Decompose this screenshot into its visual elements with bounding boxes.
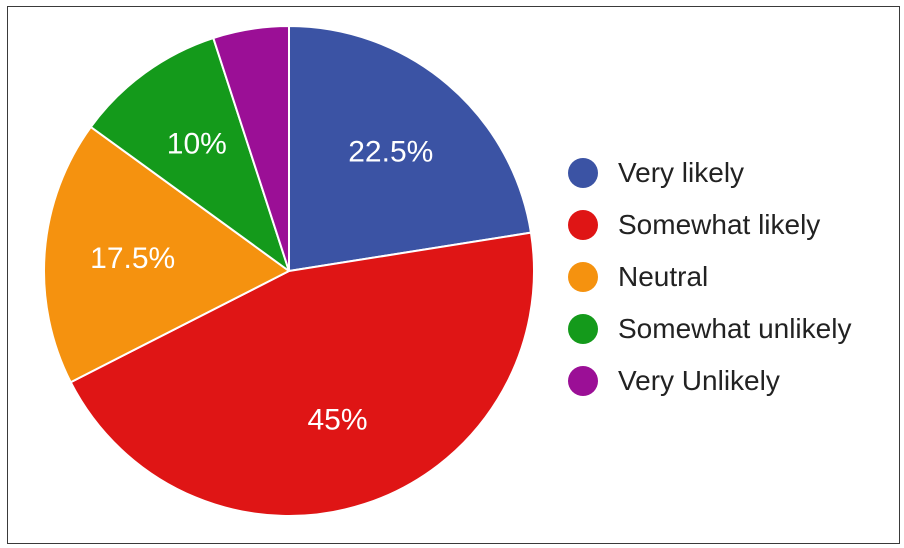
- legend-swatch-4: [568, 314, 598, 344]
- slice-label-4: 10%: [167, 128, 227, 161]
- pie-slice-3: [42, 125, 290, 384]
- legend-swatch-5: [568, 366, 598, 396]
- legend-swatch-3: [568, 262, 598, 292]
- legend-label-5: Very Unlikely: [618, 365, 780, 396]
- legend-item-1: Very likely: [568, 147, 851, 199]
- slice-label-3: 17.5%: [90, 242, 175, 275]
- slice-label-2: 45%: [307, 404, 367, 437]
- pie-slice-4: [89, 36, 290, 272]
- chart-legend: Very likely Somewhat likely Neutral Somewha…: [568, 147, 851, 407]
- legend-item-4: Somewhat unlikely: [568, 303, 851, 355]
- slice-label-1: 22.5%: [348, 135, 433, 168]
- legend-label-1: Very likely: [618, 157, 745, 188]
- pie-slice-1: [288, 25, 532, 272]
- legend-swatch-2: [568, 210, 598, 240]
- pie-slice-5: [212, 25, 290, 272]
- legend-label-4: Somewhat unlikely: [618, 313, 852, 344]
- legend-item-5: Very Unlikely: [568, 355, 851, 407]
- legend-item-3: Neutral: [568, 251, 851, 303]
- legend-label-2: Somewhat likely: [618, 209, 821, 240]
- legend-swatch-1: [568, 158, 598, 188]
- legend-label-3: Neutral: [618, 261, 709, 292]
- pie-slice-2: [69, 231, 535, 518]
- legend-item-2: Somewhat likely: [568, 199, 851, 251]
